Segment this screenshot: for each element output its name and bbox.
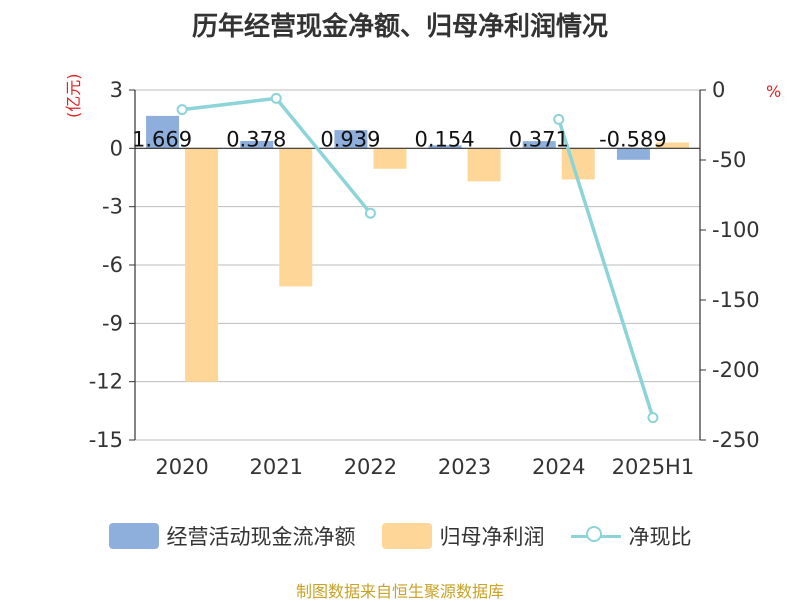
left-tick-label: 3	[110, 78, 123, 102]
ratio-point	[647, 412, 659, 424]
legend-swatch-ratio	[570, 523, 621, 549]
x-tick-label: 2023	[438, 455, 491, 479]
legend-label-cash: 经营活动现金流净额	[166, 525, 356, 549]
data-label-cash: -0.589	[599, 127, 667, 151]
chart-title: 历年经营现金净额、归母净利润情况	[191, 12, 608, 42]
ratio-point	[364, 207, 376, 219]
bar-cash	[240, 140, 274, 149]
ratio-point	[553, 113, 565, 125]
bar-cash	[146, 115, 180, 149]
x-tick-label: 2025H1	[612, 455, 695, 479]
legend: 经营活动现金流净额 归母净利润 净现比	[0, 516, 800, 556]
right-tick-label: -150	[712, 288, 760, 312]
ratio-line-segment	[557, 117, 655, 420]
right-axis-unit: %	[766, 82, 782, 101]
bar-profit	[467, 148, 501, 182]
left-tick-label: -15	[89, 428, 123, 452]
bar-profit	[373, 148, 407, 169]
data-label-cash: 1.669	[132, 127, 192, 151]
bar-cash	[522, 141, 556, 149]
right-tick-label: -100	[712, 218, 760, 242]
right-tick-label: 0	[712, 78, 725, 102]
left-tick-label: 0	[110, 136, 123, 160]
left-tick-label: -6	[102, 253, 123, 277]
data-source: 制图数据来自恒生聚源数据库	[295, 582, 504, 601]
data-label-cash: 0.378	[226, 127, 286, 151]
legend-item-ratio[interactable]: 净现比	[570, 521, 692, 551]
bar-cash	[334, 130, 368, 149]
data-label-cash: 0.939	[320, 127, 380, 151]
legend-label-ratio: 净现比	[628, 525, 692, 549]
data-label-cash: 0.154	[415, 127, 475, 151]
left-tick-label: -9	[102, 311, 123, 335]
right-tick-label: -200	[712, 358, 760, 382]
right-tick-label: -50	[712, 148, 746, 172]
left-tick-label: -12	[89, 370, 123, 394]
x-tick-label: 2020	[155, 455, 208, 479]
ratio-line-segment	[274, 96, 373, 215]
ratio-point	[270, 92, 282, 104]
bar-profit	[185, 148, 219, 382]
bar-cash	[428, 145, 462, 149]
bar-profit	[655, 142, 689, 149]
x-tick-label: 2022	[344, 455, 397, 479]
bar-profit	[561, 148, 595, 180]
legend-label-profit: 归母净利润	[439, 525, 545, 549]
data-label-cash: 0.371	[509, 127, 569, 151]
x-tick-label: 2024	[532, 455, 585, 479]
left-tick-label: -3	[102, 195, 123, 219]
legend-item-cash[interactable]: 经营活动现金流净额	[108, 521, 356, 551]
legend-item-profit[interactable]: 归母净利润	[381, 521, 545, 551]
legend-swatch-profit	[381, 523, 432, 549]
ratio-line-segment	[180, 96, 278, 112]
bar-profit	[279, 148, 313, 287]
ratio-point	[176, 104, 188, 116]
right-tick-label: -250	[712, 428, 760, 452]
legend-swatch-cash	[108, 523, 159, 549]
x-tick-label: 2021	[250, 455, 303, 479]
bar-cash	[616, 148, 650, 160]
